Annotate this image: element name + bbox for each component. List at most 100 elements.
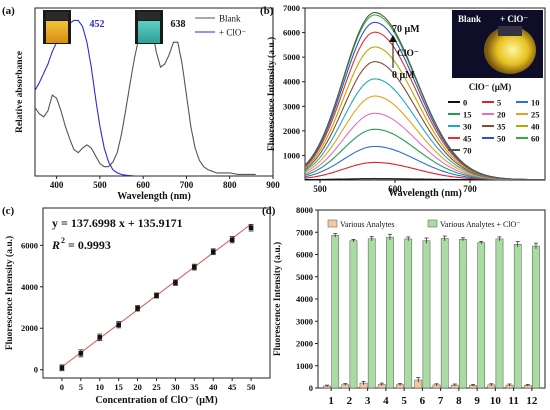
legend-entry-45: 45 <box>463 134 472 144</box>
panel-d-xtick-label: 7 <box>438 395 444 407</box>
legend-entry-60: 60 <box>531 134 540 144</box>
legend-entry-50: 50 <box>497 134 506 144</box>
panel-d-xtick-label: 9 <box>474 395 480 407</box>
panel-b: (b)500 600 7001000200030004000500060007000… <box>260 3 546 199</box>
panel-c-xtick-label: 0 <box>60 382 64 392</box>
emission-curve-35 <box>305 61 545 180</box>
legend-entry-35: 35 <box>497 122 506 132</box>
panel-d-xtick-label: 4 <box>383 395 389 407</box>
legend-swatch-0 <box>327 219 338 228</box>
panel-c: (c) 0 5 10 15 20 25 30 35 40 45 50 0 2000 4000 6000 Conc… <box>2 205 271 406</box>
bar-analyte-clo <box>422 240 431 389</box>
panel-b-ytick-label: 6000 <box>283 28 300 38</box>
panel-a-xtick-label: 600 <box>136 180 150 190</box>
data-point <box>116 322 121 328</box>
panel-b-ylabel: Fluorescence Intensity (a.u.) <box>266 37 277 151</box>
legend-swatch-1 <box>427 219 438 228</box>
panel-c-ytick-label: 6000 <box>21 240 38 250</box>
panel-d-label: (d) <box>262 205 276 217</box>
data-point <box>173 280 178 285</box>
panel-b-ytick-label: 1000 <box>283 150 300 160</box>
bar-analyte-clo <box>459 239 467 389</box>
legend-entry: Blank <box>219 14 241 24</box>
panel-b-ytick-label: 4000 <box>283 77 300 87</box>
bottom-conc-label: 0 μM <box>392 70 415 81</box>
legend-entry-20: 20 <box>497 110 506 120</box>
panel-c-xtick-label: 40 <box>209 382 218 392</box>
emission-curve-30 <box>305 78 545 180</box>
panel-d-ytick-label: 4000 <box>296 294 313 304</box>
bar-analyte-clo <box>532 245 540 389</box>
peak-label-452: 452 <box>90 19 105 30</box>
panel-a-xtick-label: 700 <box>180 180 194 190</box>
panel-d-ytick-label: 8000 <box>296 205 313 215</box>
panel-c-xtick-label: 5 <box>79 382 83 392</box>
glowing-vial <box>484 26 536 74</box>
panel-b-frame <box>304 7 546 181</box>
panel-b-ytick-label: 3000 <box>283 101 300 111</box>
arrow-head-icon <box>389 35 397 42</box>
panel-c-xtick-label: 15 <box>114 382 123 392</box>
legend-entry: Various Analytes <box>340 220 394 229</box>
data-point <box>135 306 140 311</box>
data-point <box>59 365 65 371</box>
panel-d-xtick-label: 6 <box>420 395 426 407</box>
fit-equation: y = 137.6998 x + 135.9171 <box>52 216 183 230</box>
panel-d-ytick-label: 3000 <box>296 316 313 326</box>
data-point <box>154 293 159 298</box>
panel-d-xtick-label: 12 <box>526 395 538 407</box>
panel-d-ytick-label: 6000 <box>296 250 313 260</box>
panel-c-xtick-label: 10 <box>96 382 105 392</box>
data-point <box>210 249 216 255</box>
panel-d-xtick-label: 10 <box>490 395 502 407</box>
data-point <box>229 237 235 243</box>
arrow-label: ClO⁻ <box>397 49 419 59</box>
panel-c-xtick-label: 20 <box>133 382 142 392</box>
panel-a-xtick-label: 800 <box>223 180 237 190</box>
panel-d-ytick-label: 1000 <box>296 361 313 371</box>
vial-cap-clo <box>138 12 160 20</box>
top-conc-label: 70 μM <box>392 24 420 35</box>
bar-analyte-clo <box>331 235 340 389</box>
panel-b-xtick-label: 600 <box>388 184 402 194</box>
bar-analyte-clo <box>440 238 449 389</box>
legend-entry-0: 0 <box>463 98 467 108</box>
bar-analyte-clo <box>349 240 358 389</box>
photo-label-clo: + ClO⁻ <box>500 14 528 24</box>
panel-c-ytick-label: 2000 <box>21 323 38 333</box>
panel-c-xtick-label: 50 <box>247 382 256 392</box>
bar-analyte-clo <box>477 242 486 389</box>
emission-curve-15 <box>305 128 545 180</box>
panel-d-xtick-label: 3 <box>365 395 371 407</box>
data-point <box>248 225 254 230</box>
panel-a-ylabel: Relative absorbance <box>15 51 25 133</box>
bar-analyte-clo <box>367 238 376 389</box>
emission-curve-5 <box>305 161 545 180</box>
panel-a-frame <box>34 7 274 177</box>
data-point <box>192 264 197 270</box>
bar-analyte-clo <box>404 238 413 389</box>
panel-b-xtick-label: 700 <box>463 184 477 194</box>
panel-d-ytick-label: 5000 <box>296 272 313 282</box>
panel-d: (d) 0 1000 2000 3000 4000 5000 6000 7000 8000 Fluo… <box>262 205 546 407</box>
panel-b-ytick-label: 7000 <box>283 3 300 13</box>
panel-c-label: (c) <box>2 205 15 217</box>
panel-b-xtick-label: 500 <box>313 184 327 194</box>
photo-label-blank: Blank <box>458 14 481 24</box>
panel-a-label: (a) <box>2 5 15 17</box>
series-line-clo <box>35 19 144 176</box>
bar-analyte-clo <box>513 244 522 389</box>
panel-d-ytick-label: 2000 <box>296 339 313 349</box>
panel-d-xtick-label: 1 <box>328 395 334 407</box>
panel-a-xtick-label: 400 <box>50 180 64 190</box>
emission-curve-70 <box>305 12 545 180</box>
panel-b-curves <box>305 12 545 180</box>
panel-b-label: (b) <box>260 5 274 17</box>
bar-analyte-clo <box>495 238 504 389</box>
photo-cap <box>498 26 522 36</box>
panel-c-xtick-label: 30 <box>171 382 180 392</box>
panel-c-xtick-label: 35 <box>190 382 199 392</box>
vial-cyan <box>138 21 160 43</box>
panel-a-xlabel: Wavelength (nm) <box>117 191 191 202</box>
